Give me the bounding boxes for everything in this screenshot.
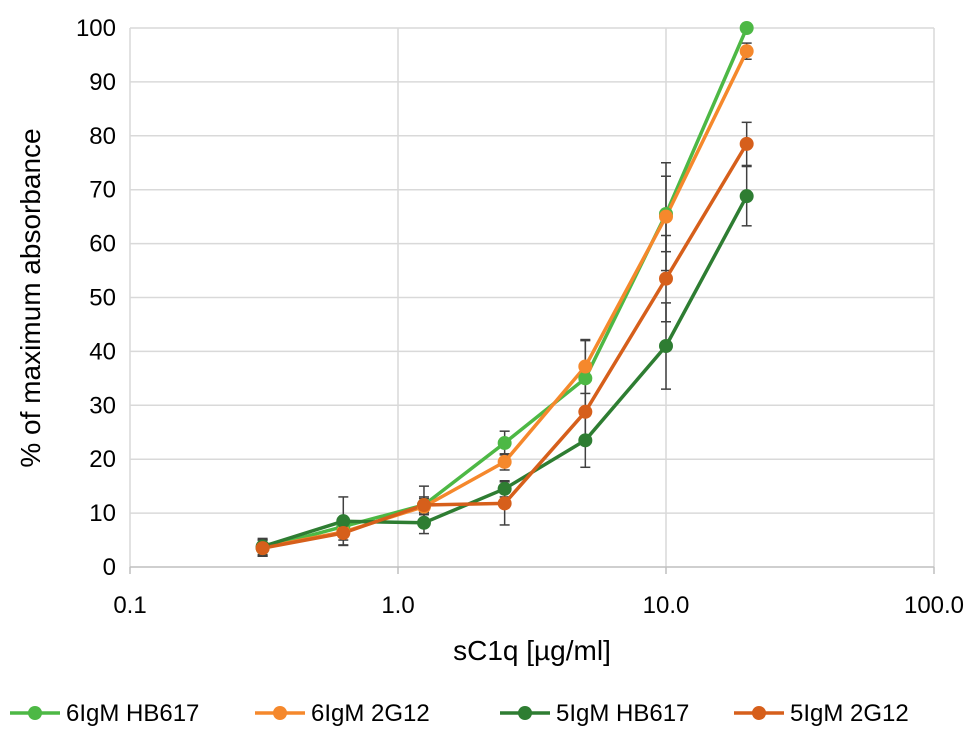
legend-swatch-marker: [273, 706, 287, 720]
data-point: [336, 514, 351, 529]
y-axis-title: % of maximum absorbance: [15, 128, 46, 467]
data-point: [739, 21, 754, 35]
x-tick-label: 0.1: [113, 592, 146, 619]
gridlines: [129, 27, 935, 567]
y-tick-label: 70: [89, 177, 116, 204]
y-tick-label: 10: [89, 500, 116, 527]
legend-swatch-marker: [518, 706, 532, 720]
data-point: [497, 454, 512, 469]
legend-swatch-marker: [752, 706, 766, 720]
data-point: [336, 526, 351, 541]
data-point: [659, 339, 673, 354]
y-tick-label: 40: [89, 338, 116, 365]
y-tick-label: 0: [103, 554, 116, 581]
legend-label: 5IgM 2G12: [790, 700, 909, 727]
data-point: [578, 433, 593, 448]
x-tick-label: 1.0: [381, 592, 414, 619]
data-point: [578, 371, 593, 386]
axes: [129, 566, 935, 574]
data-point: [497, 436, 512, 451]
data-point: [497, 481, 512, 496]
data-point: [739, 44, 754, 59]
data-points: [255, 21, 754, 556]
data-point: [255, 541, 270, 556]
data-point: [739, 189, 754, 204]
tick-labels: 0 10 20 30 40 50 60 70 80 90 100 0.1 1.0 10.0 100.0: [76, 15, 964, 619]
data-point: [497, 496, 512, 511]
data-point: [739, 136, 754, 151]
y-tick-label: 30: [89, 392, 116, 419]
y-tick-label: 20: [89, 446, 116, 473]
y-tick-label: 80: [89, 123, 116, 150]
x-tick-label: 10.0: [643, 592, 690, 619]
legend-swatch-marker: [28, 706, 42, 720]
x-tick-label: 100.0: [904, 592, 964, 619]
y-tick-label: 60: [89, 231, 116, 258]
legend-label: 5IgM HB617: [556, 700, 689, 727]
data-point: [416, 498, 431, 513]
data-point: [416, 515, 431, 530]
legend-label: 6IgM HB617: [66, 700, 199, 727]
data-point: [578, 359, 593, 374]
legend-label: 6IgM 2G12: [311, 700, 430, 727]
data-point: [578, 404, 593, 419]
error-bars: [257, 42, 752, 557]
y-tick-label: 90: [89, 69, 116, 96]
data-point: [659, 209, 673, 224]
y-tick-label: 50: [89, 285, 116, 312]
x-axis-title: sC1q [µg/ml]: [453, 635, 611, 666]
series-line-1: [262, 50, 749, 550]
y-tick-label: 100: [76, 15, 116, 42]
data-point: [659, 271, 673, 286]
legend: 6IgM HB617 6IgM 2G12 5IgM HB617 5IgM 2G12: [10, 700, 909, 727]
